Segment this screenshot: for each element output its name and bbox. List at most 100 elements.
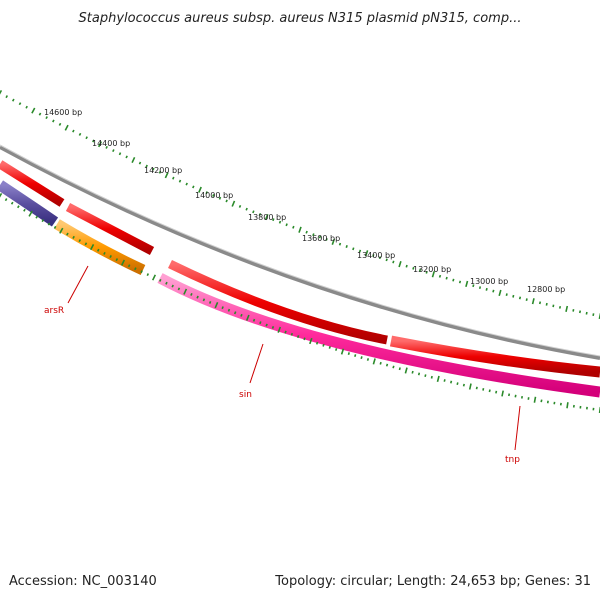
tick-mark xyxy=(552,304,555,308)
tick-mark xyxy=(58,122,62,126)
tick-mark xyxy=(192,185,195,189)
tick-mark xyxy=(41,219,45,223)
tick-mark xyxy=(271,326,275,329)
tick-mark xyxy=(538,301,542,305)
tick-mark xyxy=(105,145,108,149)
tick-mark xyxy=(450,380,453,384)
gene-arsR[interactable] xyxy=(54,219,146,275)
tick-mark xyxy=(303,337,306,341)
tick-mark xyxy=(340,348,345,355)
gene-label-tnp[interactable]: tnp xyxy=(505,455,520,465)
gene-purple[interactable] xyxy=(0,180,59,227)
tick-mark xyxy=(97,141,103,148)
tick-mark xyxy=(315,341,319,345)
gene-tnp[interactable] xyxy=(389,335,600,378)
tick-mark xyxy=(125,155,128,159)
tick-mark xyxy=(151,274,157,281)
tick-mark xyxy=(360,356,363,360)
tick-mark xyxy=(405,264,408,268)
tick-mark xyxy=(328,346,331,349)
tick-mark xyxy=(514,394,517,398)
tick-mark xyxy=(92,139,95,143)
tick-mark xyxy=(265,323,268,327)
tick-mark xyxy=(485,287,488,291)
tick-mark xyxy=(258,212,262,216)
tick-mark xyxy=(272,218,275,222)
tick-mark xyxy=(478,286,482,289)
tick-mark xyxy=(531,298,535,305)
tick-mark xyxy=(10,201,14,205)
tick-mark xyxy=(462,383,465,387)
tick-mark xyxy=(66,232,69,236)
tick-mark xyxy=(338,242,342,246)
tick-mark xyxy=(231,200,236,207)
gene-forward-2[interactable] xyxy=(65,203,155,255)
tick-mark xyxy=(364,250,369,257)
tick-mark xyxy=(178,179,182,183)
tick-mark xyxy=(309,337,313,345)
tick-mark xyxy=(392,260,395,264)
tick-mark xyxy=(5,95,9,99)
tick-mark xyxy=(252,210,255,214)
gene-label-arsR[interactable]: arsR xyxy=(44,306,64,316)
tick-mark xyxy=(158,170,162,174)
gene-label-sin[interactable]: sin xyxy=(239,390,252,400)
topology-summary: Topology: circular; Length: 24,653 bp; G… xyxy=(275,574,591,589)
scale-label: 13200 bp xyxy=(413,265,451,274)
scale-tick-marks xyxy=(0,90,600,320)
tick-mark xyxy=(533,396,537,403)
tick-mark xyxy=(109,255,112,258)
tick-mark xyxy=(498,289,502,297)
tick-mark xyxy=(47,222,51,226)
tick-mark xyxy=(218,196,222,200)
tick-mark xyxy=(296,335,300,339)
tick-mark xyxy=(78,239,82,243)
tick-mark xyxy=(145,164,148,168)
tick-mark xyxy=(31,107,36,114)
tick-mark xyxy=(198,186,202,193)
tick-mark xyxy=(331,238,336,245)
backbone-ring xyxy=(0,145,600,360)
tick-mark xyxy=(424,374,427,377)
tick-mark xyxy=(418,268,422,272)
tnp-leader xyxy=(514,405,521,451)
tick-mark xyxy=(84,242,88,246)
tick-mark xyxy=(227,308,231,312)
scale-label: 14600 bp xyxy=(44,108,82,117)
tick-mark xyxy=(290,332,294,336)
tick-mark xyxy=(118,152,122,156)
tick-mark xyxy=(411,370,414,374)
gene-sin[interactable] xyxy=(157,273,600,398)
tick-mark xyxy=(35,215,39,219)
tick-mark xyxy=(214,301,219,309)
tick-mark xyxy=(345,245,348,248)
tick-mark xyxy=(127,264,131,268)
map-title: Staphylococcus aureus subsp. aureus N315… xyxy=(78,11,522,26)
tick-mark xyxy=(392,365,395,369)
gene-forward-3[interactable] xyxy=(168,259,388,345)
tick-mark xyxy=(284,330,287,334)
tick-mark xyxy=(72,129,75,133)
tick-mark xyxy=(318,235,322,239)
tick-mark xyxy=(212,193,215,197)
tick-mark xyxy=(292,225,295,229)
tick-mark xyxy=(115,258,119,262)
tick-mark xyxy=(431,271,435,278)
tick-mark xyxy=(0,90,3,95)
tick-mark xyxy=(4,198,8,202)
scale-label: 14400 bp xyxy=(92,139,130,148)
gene-forward-1[interactable] xyxy=(0,160,65,207)
tick-mark xyxy=(372,254,375,257)
tick-mark xyxy=(505,293,508,296)
tick-mark xyxy=(238,204,242,208)
arsR-leader xyxy=(67,265,89,304)
tick-mark xyxy=(59,227,64,234)
tick-mark xyxy=(417,372,421,376)
tick-mark xyxy=(202,298,206,302)
scale-label: 13600 bp xyxy=(302,234,340,243)
inner-tick-marks xyxy=(0,193,600,414)
scale-label: 14000 bp xyxy=(195,191,233,200)
tick-mark xyxy=(11,98,15,102)
scale-label: 13800 bp xyxy=(248,213,286,222)
